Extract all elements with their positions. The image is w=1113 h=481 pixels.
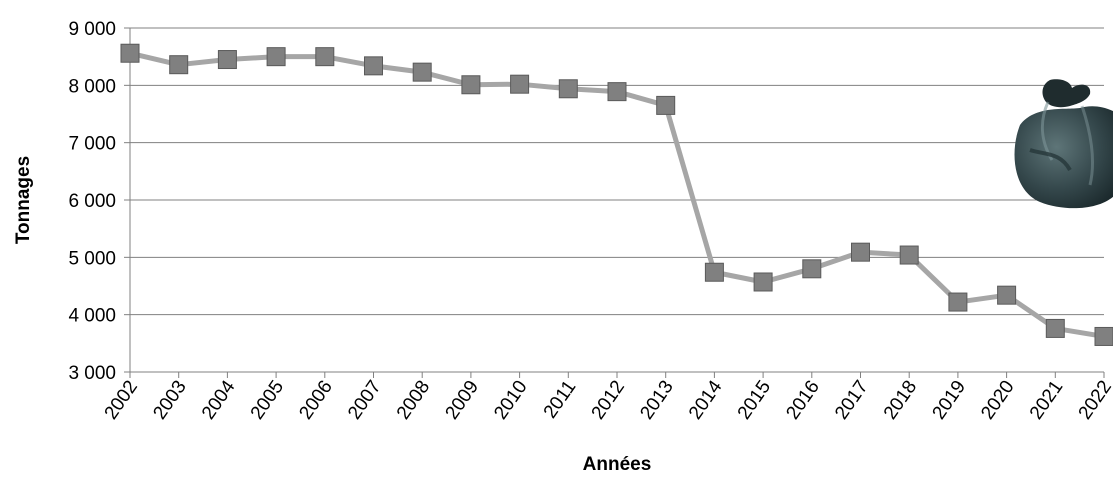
y-tick-label: 8 000 xyxy=(68,76,116,97)
data-point xyxy=(656,95,676,115)
x-tick-label: 2003 xyxy=(149,377,190,424)
x-tick-label: 2015 xyxy=(734,377,775,424)
x-tick-label: 2021 xyxy=(1026,377,1067,424)
data-point xyxy=(1045,318,1065,338)
x-tick-label: 2004 xyxy=(198,376,240,423)
x-tick-label: 2017 xyxy=(831,377,872,424)
x-tick-label: 2008 xyxy=(393,377,434,424)
y-tick-label: 5 000 xyxy=(68,248,116,269)
data-point xyxy=(120,43,140,63)
x-tick-label: 2010 xyxy=(490,377,531,424)
data-point xyxy=(169,55,189,75)
y-tick-label: 9 000 xyxy=(68,19,116,40)
y-axis-title: Tonnages xyxy=(13,156,34,244)
y-tick-label: 7 000 xyxy=(68,134,116,155)
x-tick-label: 2020 xyxy=(977,377,1018,424)
data-point xyxy=(461,75,481,95)
data-point xyxy=(510,74,530,94)
y-tick-label: 3 000 xyxy=(68,363,116,384)
data-point xyxy=(558,79,578,99)
data-point xyxy=(704,262,724,282)
data-point xyxy=(412,62,432,82)
data-point xyxy=(802,259,822,279)
x-tick-labels: 2002 2003 2004 2005 2006 2007 2008 2009 2010 2011… xyxy=(101,376,1113,423)
data-point xyxy=(753,272,773,292)
y-tick-label: 6 000 xyxy=(68,191,116,212)
x-tick-label: 2012 xyxy=(588,377,629,424)
x-tick-label: 2005 xyxy=(247,377,288,424)
x-axis-title: Années xyxy=(583,454,652,475)
data-point xyxy=(217,50,237,70)
data-point xyxy=(899,245,919,265)
x-tick-label: 2019 xyxy=(929,377,970,424)
x-tick-label: 2009 xyxy=(442,377,483,424)
grid-lines xyxy=(124,27,1104,373)
x-tick-label: 2022 xyxy=(1075,377,1113,424)
x-tick-label: 2018 xyxy=(880,377,921,424)
data-point xyxy=(997,285,1017,305)
garbage-bag-icon xyxy=(1014,79,1113,209)
axes xyxy=(129,28,1105,378)
x-tick-label: 2006 xyxy=(295,377,336,424)
y-tick-label: 4 000 xyxy=(68,306,116,327)
data-point xyxy=(948,292,968,312)
series-group xyxy=(120,43,1113,346)
data-point xyxy=(266,47,286,67)
x-tick-label: 2011 xyxy=(540,377,581,423)
x-tick-label: 2013 xyxy=(636,377,677,424)
data-point xyxy=(315,47,335,67)
data-point xyxy=(1094,326,1113,346)
x-tick-label: 2007 xyxy=(344,377,385,424)
data-point xyxy=(364,56,383,76)
x-tick-label: 2014 xyxy=(685,376,727,423)
data-point xyxy=(851,242,870,262)
x-tick-label: 2016 xyxy=(782,377,823,424)
data-point xyxy=(607,82,627,102)
y-tick-labels: 3 000 4 000 5 000 6 000 7 000 8 000 9 000 xyxy=(68,19,116,384)
